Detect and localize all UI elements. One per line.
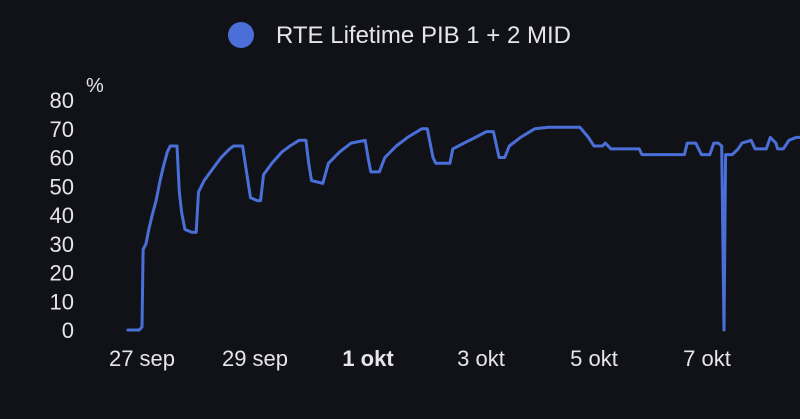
- legend[interactable]: RTE Lifetime PIB 1 + 2 MID: [228, 22, 571, 49]
- y-axis-unit: %: [86, 75, 104, 97]
- y-tick-label: 80: [50, 88, 74, 113]
- y-tick-label: 20: [50, 261, 74, 286]
- y-tick-label: 0: [62, 318, 74, 343]
- legend-label: RTE Lifetime PIB 1 + 2 MID: [276, 22, 571, 49]
- x-axis-ticks: 27 sep 29 sep 1 okt 3 okt 5 okt 7 okt: [109, 346, 731, 371]
- y-axis-ticks: 0 10 20 30 40 50 60 70 80: [50, 88, 74, 343]
- series-layer: [126, 125, 800, 332]
- x-tick-label: 5 okt: [570, 346, 618, 371]
- x-tick-label: 27 sep: [109, 346, 175, 371]
- series-line[interactable]: [126, 125, 800, 332]
- x-tick-label: 3 okt: [457, 346, 505, 371]
- y-tick-label: 60: [50, 146, 74, 171]
- x-tick-label: 29 sep: [222, 346, 288, 371]
- x-tick-label: 7 okt: [683, 346, 731, 371]
- x-tick-label: 1 okt: [342, 346, 394, 371]
- y-tick-label: 40: [50, 203, 74, 228]
- legend-marker: [228, 22, 254, 48]
- y-tick-label: 30: [50, 232, 74, 257]
- y-tick-label: 70: [50, 117, 74, 142]
- y-tick-label: 50: [50, 174, 74, 199]
- y-tick-label: 10: [50, 289, 74, 314]
